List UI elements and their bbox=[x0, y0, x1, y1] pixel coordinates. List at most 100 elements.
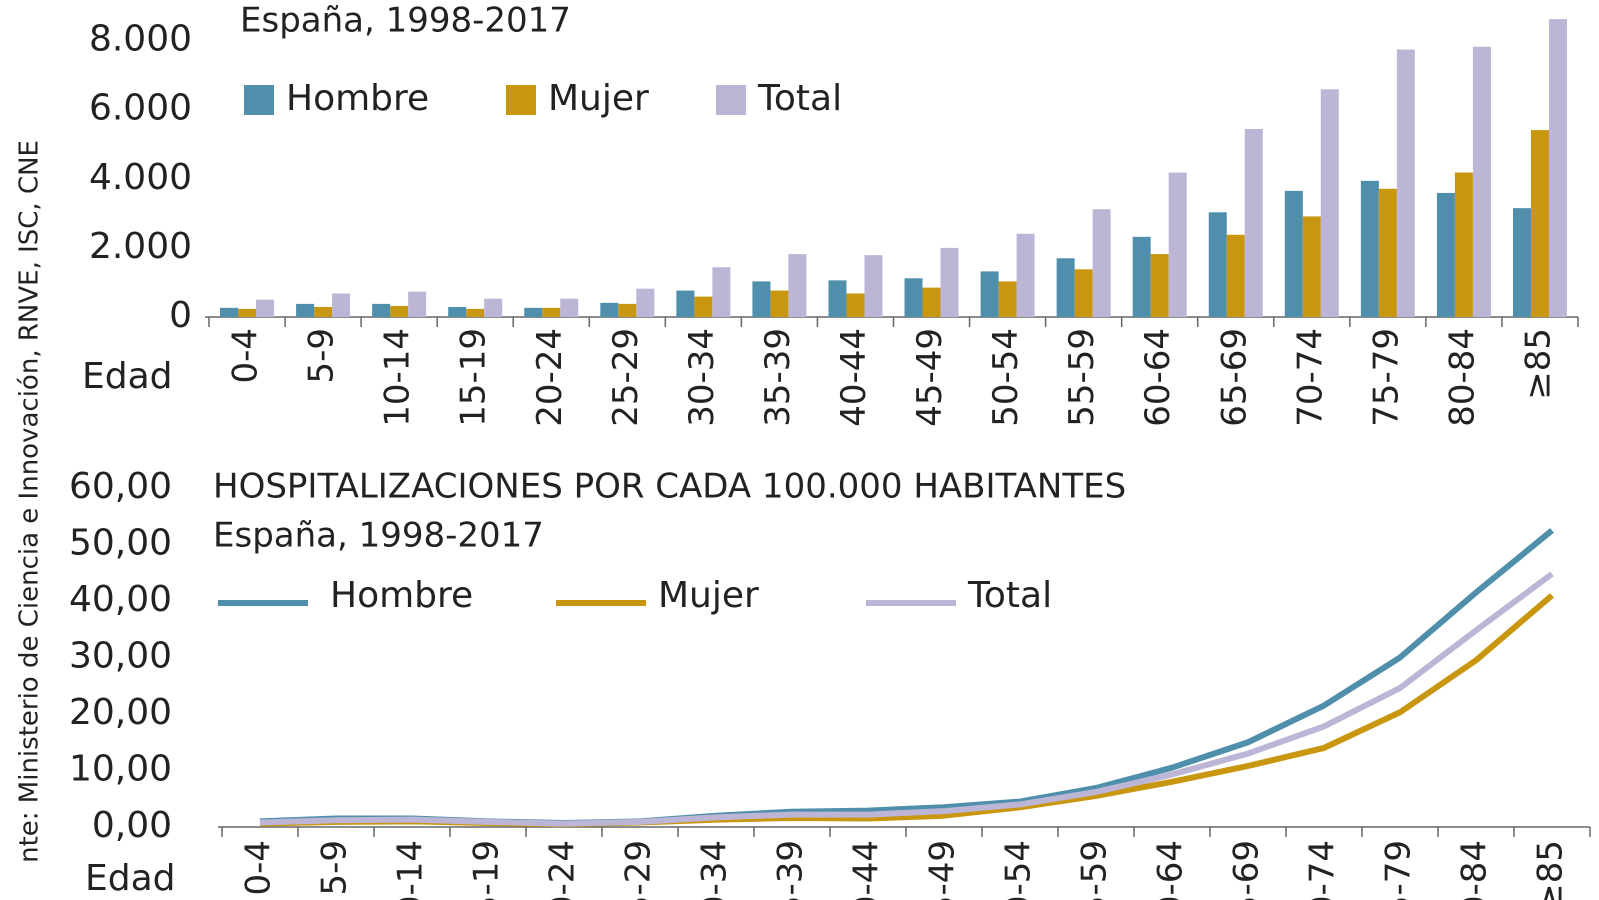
bar bbox=[998, 281, 1017, 317]
bar bbox=[256, 299, 275, 317]
bar bbox=[752, 281, 771, 317]
bar bbox=[542, 307, 561, 317]
x-tick-label: 55-59 bbox=[1062, 328, 1102, 427]
y-tick-label: 0,00 bbox=[92, 805, 172, 846]
bar bbox=[1320, 89, 1339, 317]
bar bbox=[1284, 190, 1303, 317]
x-tick-label: 75-79 bbox=[1366, 328, 1406, 427]
bar bbox=[1396, 49, 1415, 317]
y-tick-label: 6.000 bbox=[89, 88, 192, 129]
x-tick-label: 20-24 bbox=[543, 840, 583, 900]
x-tick-label: 0-4 bbox=[226, 328, 266, 384]
bar bbox=[484, 298, 503, 317]
bar bbox=[332, 293, 351, 317]
bar bbox=[296, 303, 315, 317]
x-tick-label: 50-54 bbox=[999, 840, 1039, 900]
y-tick-label: 4.000 bbox=[89, 157, 192, 198]
bar bbox=[1208, 212, 1227, 317]
x-tick-label: 25-29 bbox=[619, 840, 659, 900]
x-axis-label: Edad bbox=[82, 356, 173, 397]
bar bbox=[1512, 208, 1531, 317]
x-tick-label: 70-74 bbox=[1303, 840, 1343, 900]
x-tick-label: 40-44 bbox=[834, 328, 874, 427]
legend-swatch bbox=[716, 85, 746, 115]
bar bbox=[238, 308, 257, 317]
x-tick-label: 20-24 bbox=[530, 328, 570, 427]
x-tick-label: 80-84 bbox=[1442, 328, 1482, 427]
bar bbox=[1132, 236, 1151, 317]
bar bbox=[600, 302, 619, 317]
bar bbox=[314, 306, 333, 317]
bar bbox=[1092, 209, 1111, 317]
x-tick-label: 65-69 bbox=[1227, 840, 1267, 900]
bar bbox=[828, 280, 847, 317]
bar bbox=[1302, 216, 1321, 317]
x-tick-label: 5-9 bbox=[315, 840, 355, 896]
bar bbox=[1530, 130, 1549, 317]
y-tick-label: 2.000 bbox=[89, 226, 192, 267]
x-tick-label: 70-74 bbox=[1290, 328, 1330, 427]
legend-label: Hombre bbox=[330, 575, 473, 616]
y-tick-label: 60,00 bbox=[69, 466, 172, 507]
bar bbox=[1548, 19, 1567, 318]
y-tick-label: 30,00 bbox=[69, 636, 172, 677]
bar bbox=[524, 307, 543, 317]
bar bbox=[448, 306, 467, 317]
bar bbox=[1378, 188, 1397, 317]
bar bbox=[1472, 46, 1491, 318]
y-tick-label: 10,00 bbox=[69, 749, 172, 790]
x-tick-label: 55-59 bbox=[1075, 840, 1115, 900]
x-axis-label: Edad bbox=[85, 858, 176, 899]
x-tick-label: 30-34 bbox=[682, 328, 722, 427]
bar bbox=[676, 290, 695, 317]
bar bbox=[408, 291, 427, 317]
bar bbox=[372, 303, 391, 317]
legend-label: Mujer bbox=[548, 78, 649, 119]
x-tick-label: 60-64 bbox=[1138, 328, 1178, 427]
bar bbox=[904, 278, 923, 317]
bar bbox=[1056, 258, 1075, 317]
x-tick-label: 40-44 bbox=[847, 840, 887, 900]
y-tick-label: 0 bbox=[169, 295, 192, 336]
bar bbox=[864, 255, 883, 317]
x-tick-label: 65-69 bbox=[1214, 328, 1254, 427]
series-line bbox=[259, 571, 1554, 827]
bar bbox=[712, 267, 731, 317]
x-tick-label: 35-39 bbox=[771, 840, 811, 900]
bar bbox=[390, 305, 409, 317]
bar bbox=[1436, 192, 1455, 317]
bar bbox=[1244, 129, 1263, 317]
bar bbox=[940, 247, 959, 317]
x-tick-label: 80-84 bbox=[1455, 840, 1495, 900]
bar bbox=[618, 303, 637, 317]
chart-subtitle: España, 1998-2017 bbox=[213, 516, 544, 556]
x-tick-label: 50-54 bbox=[986, 328, 1026, 427]
bar bbox=[1168, 172, 1187, 317]
x-tick-label: ≥85 bbox=[1518, 328, 1558, 400]
bar bbox=[846, 293, 865, 317]
bar bbox=[466, 308, 485, 317]
x-tick-label: 35-39 bbox=[758, 328, 798, 427]
bar bbox=[922, 287, 941, 317]
bar bbox=[560, 298, 579, 317]
x-tick-label: 75-79 bbox=[1379, 840, 1419, 900]
x-tick-label: 25-29 bbox=[606, 328, 646, 427]
legend-swatch bbox=[244, 85, 274, 115]
y-tick-label: 40,00 bbox=[69, 579, 172, 620]
x-tick-label: 45-49 bbox=[923, 840, 963, 900]
bar bbox=[788, 254, 807, 317]
x-tick-label: 10-14 bbox=[378, 328, 418, 427]
bar bbox=[980, 271, 999, 317]
legend-label: Total bbox=[967, 575, 1052, 616]
x-tick-label: 10-14 bbox=[391, 840, 431, 900]
bar bbox=[636, 288, 655, 317]
x-tick-label: 45-49 bbox=[910, 328, 950, 427]
bar bbox=[770, 290, 789, 317]
x-tick-label: 60-64 bbox=[1151, 840, 1191, 900]
bar bbox=[694, 296, 713, 317]
bar bbox=[1360, 180, 1379, 317]
bar bbox=[1226, 234, 1245, 317]
bar bbox=[1074, 269, 1093, 317]
